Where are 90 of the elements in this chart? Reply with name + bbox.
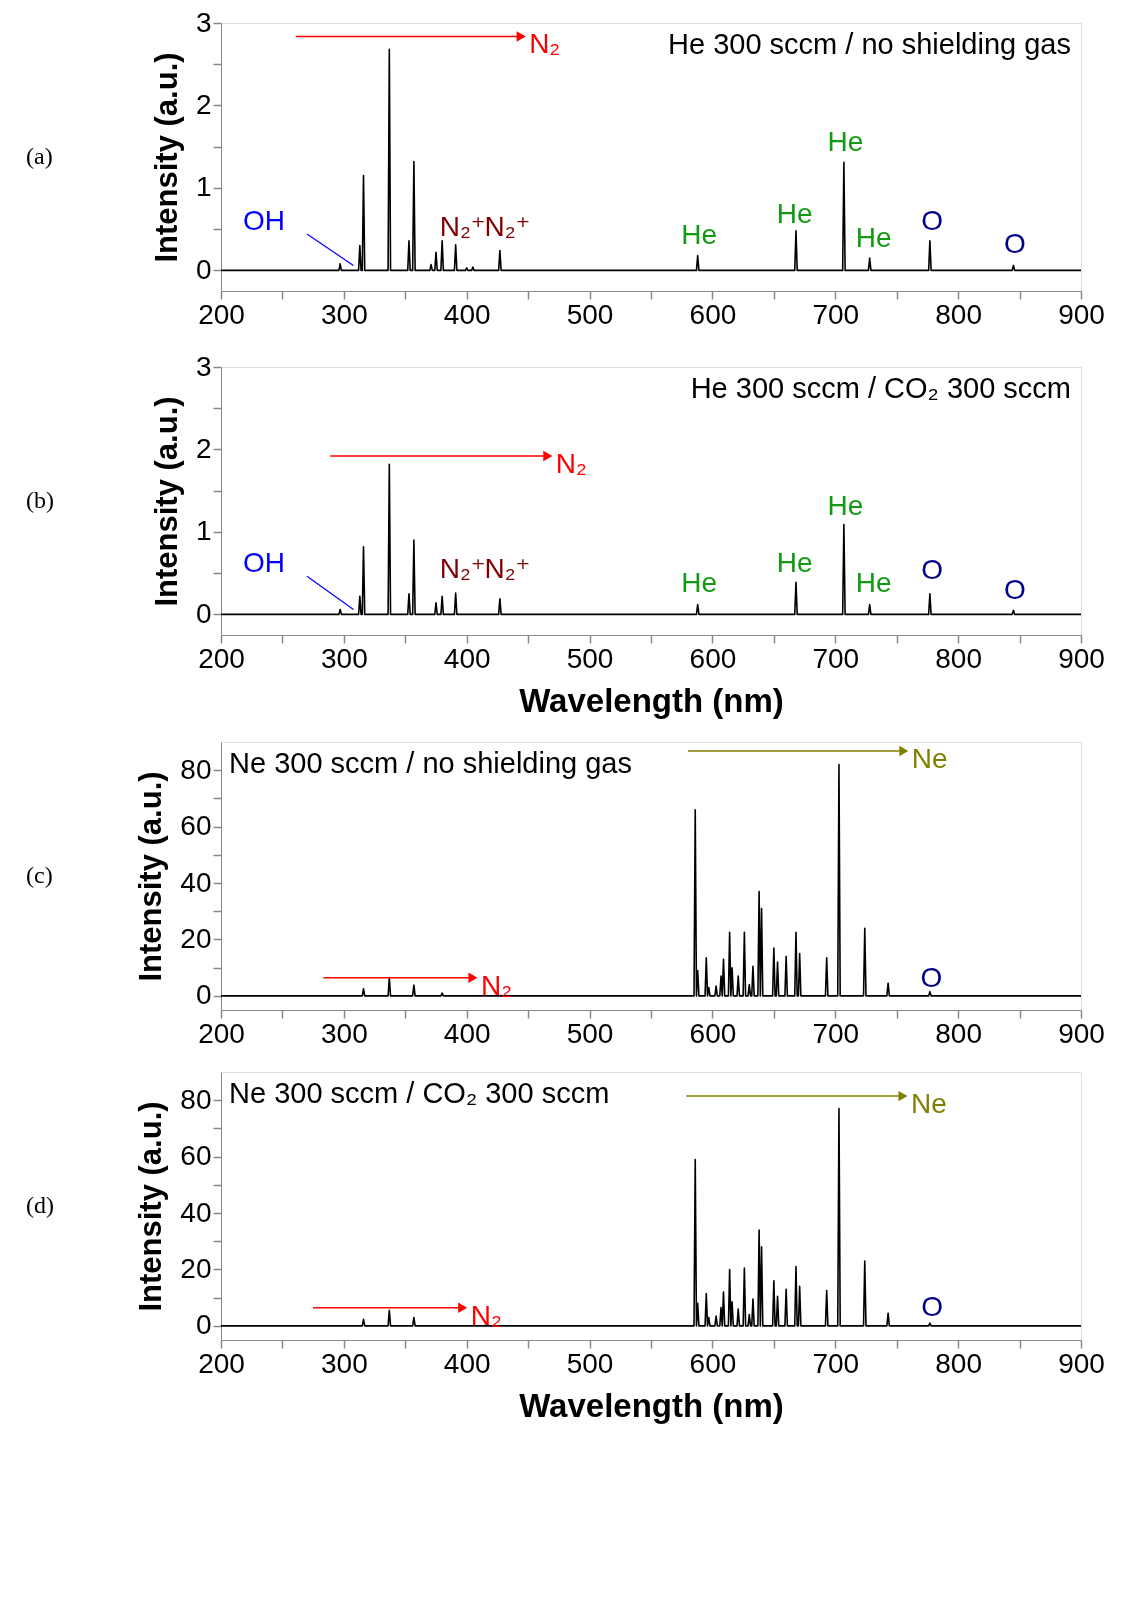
x-tick-label: 900 <box>1058 1017 1105 1049</box>
x-axis-title: Wavelength (nm) <box>519 681 784 719</box>
x-tick-label: 600 <box>689 642 737 674</box>
text: (d) <box>26 1192 54 1218</box>
annotation: O <box>921 553 944 585</box>
y-tick-label: 20 <box>180 1252 212 1284</box>
y-axis-title: Intensity (a.u.) <box>148 396 184 607</box>
x-axis-title: Wavelength (nm) <box>519 1386 784 1424</box>
chart-title: Ne 300 sccm / no shielding gas <box>229 747 632 779</box>
annotation: O <box>1003 573 1026 605</box>
annotation: O <box>921 1290 944 1322</box>
x-tick-label: 500 <box>566 642 614 674</box>
annotation: He <box>681 567 718 599</box>
annotation: N₂⁺ <box>439 553 486 585</box>
y-tick-label: 0 <box>195 979 212 1011</box>
y-tick-label: 0 <box>195 597 212 629</box>
x-tick-label: 400 <box>443 642 491 674</box>
annotation: N₂⁺ <box>484 553 531 585</box>
annotation: Ne <box>910 1088 947 1120</box>
x-tick-label: 300 <box>321 1347 368 1379</box>
annotation: He <box>855 567 892 599</box>
annotation: N₂ <box>555 447 587 479</box>
y-tick-label: 40 <box>180 1196 212 1228</box>
x-tick-label: 700 <box>812 1017 860 1049</box>
x-tick-label: 500 <box>566 1017 614 1049</box>
x-tick-label: 300 <box>321 642 368 674</box>
x-tick-label: 900 <box>1058 298 1105 330</box>
x-tick-label: 500 <box>566 1347 614 1379</box>
x-tick-label: 400 <box>443 1017 491 1049</box>
x-tick-label: 200 <box>198 298 245 330</box>
x-tick-label: 600 <box>689 298 737 330</box>
x-tick-label: 700 <box>812 298 860 330</box>
annotation: N₂ <box>480 969 513 1001</box>
annotation: OH <box>243 547 285 579</box>
y-tick-label: 2 <box>195 432 212 464</box>
annotation: He <box>776 547 813 579</box>
y-tick-label: 20 <box>180 922 212 954</box>
x-tick-label: 700 <box>812 1347 860 1379</box>
y-tick-label: 80 <box>180 1083 212 1115</box>
x-tick-label: 800 <box>935 642 982 674</box>
text: (b) <box>26 487 54 513</box>
x-tick-label: 700 <box>812 642 860 674</box>
annotation: N₂ <box>529 28 561 60</box>
chart-title: He 300 sccm / no shielding gas <box>668 28 1071 60</box>
x-tick-label: 900 <box>1058 642 1105 674</box>
annotation: OH <box>243 204 285 236</box>
text: (a) <box>26 143 53 169</box>
annotation: Ne <box>911 743 948 775</box>
annotation: N₂ <box>470 1299 502 1331</box>
y-axis-title: Intensity (a.u.) <box>133 771 169 982</box>
annotation: He <box>827 490 864 522</box>
annotation: He <box>776 197 813 229</box>
annotation: He <box>827 125 864 157</box>
y-tick-label: 2 <box>195 88 212 120</box>
y-tick-label: 80 <box>180 753 212 785</box>
y-tick-label: 0 <box>195 1309 212 1341</box>
x-tick-label: 400 <box>443 298 491 330</box>
chart-title: He 300 sccm / CO₂ 300 sccm <box>690 372 1071 404</box>
y-tick-label: 1 <box>195 171 212 203</box>
x-tick-label: 200 <box>198 642 245 674</box>
y-axis-title: Intensity (a.u.) <box>148 52 184 263</box>
x-tick-label: 200 <box>198 1017 245 1049</box>
text: (c) <box>26 862 53 888</box>
x-tick-label: 800 <box>935 298 982 330</box>
y-tick-label: 3 <box>195 6 212 38</box>
x-tick-label: 900 <box>1058 1347 1105 1379</box>
y-tick-label: 60 <box>180 810 212 842</box>
annotation: O <box>1003 227 1026 259</box>
y-tick-label: 1 <box>195 515 212 547</box>
y-tick-label: 3 <box>195 350 212 382</box>
x-tick-label: 800 <box>935 1347 982 1379</box>
annotation: O <box>921 204 944 236</box>
y-tick-label: 0 <box>195 253 212 285</box>
annotation: He <box>681 219 718 251</box>
chart-title: Ne 300 sccm / CO₂ 300 sccm <box>229 1077 610 1109</box>
x-tick-label: 800 <box>935 1017 982 1049</box>
x-tick-label: 600 <box>689 1017 737 1049</box>
y-tick-label: 60 <box>180 1140 212 1172</box>
y-axis-title: Intensity (a.u.) <box>133 1101 169 1312</box>
annotation: He <box>855 222 892 254</box>
y-tick-label: 40 <box>180 866 212 898</box>
x-tick-label: 600 <box>689 1347 737 1379</box>
x-tick-label: 200 <box>198 1347 245 1379</box>
annotation: N₂⁺ <box>439 210 486 242</box>
x-tick-label: 400 <box>443 1347 491 1379</box>
x-tick-label: 300 <box>321 298 368 330</box>
annotation: O <box>920 962 943 994</box>
x-tick-label: 500 <box>566 298 614 330</box>
x-tick-label: 300 <box>321 1017 368 1049</box>
annotation: N₂⁺ <box>484 210 531 242</box>
